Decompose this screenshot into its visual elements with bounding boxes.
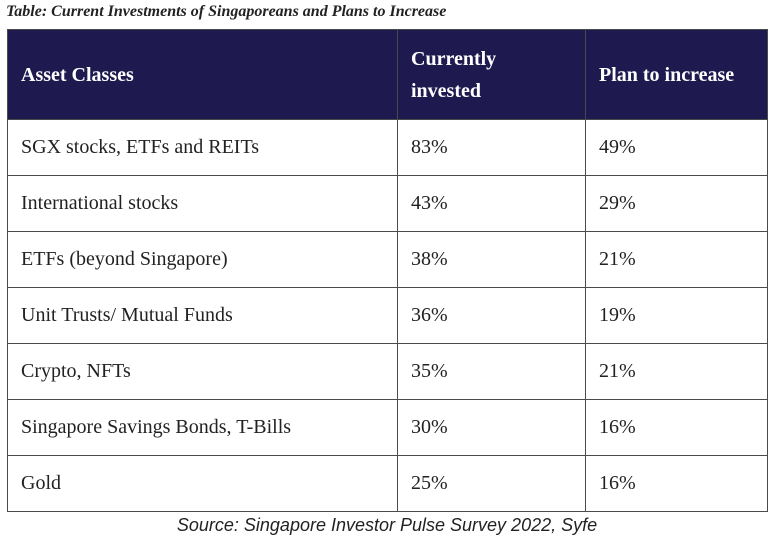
source-note: Source: Singapore Investor Pulse Survey … [176,515,598,535]
current-cell: 30% [397,399,586,456]
asset-cell: ETFs (beyond Singapore) [7,231,398,288]
plan-cell: 19% [585,287,768,344]
header-currently-invested: Currently invested [397,29,586,120]
plan-cell: 29% [585,175,768,232]
plan-cell: 21% [585,343,768,400]
current-cell: 25% [397,455,586,512]
plan-cell: 21% [585,231,768,288]
asset-cell: Unit Trusts/ Mutual Funds [7,287,398,344]
table-row: Gold 25% 16% [7,455,768,512]
table-row: SGX stocks, ETFs and REITs 83% 49% [7,119,768,176]
asset-cell: SGX stocks, ETFs and REITs [7,119,398,176]
header-asset-classes: Asset Classes [7,29,398,120]
current-cell: 36% [397,287,586,344]
current-cell: 35% [397,343,586,400]
header-currently-invested-line1: Currently [411,47,497,70]
table-header-row: Asset Classes Currently invested Plan to… [7,29,768,120]
table-row: Unit Trusts/ Mutual Funds 36% 19% [7,287,768,344]
header-currently-invested-line2: invested [411,79,481,102]
plan-cell: 49% [585,119,768,176]
table-row: International stocks 43% 29% [7,175,768,232]
asset-cell: Singapore Savings Bonds, T-Bills [7,399,398,456]
table-row: Singapore Savings Bonds, T-Bills 30% 16% [7,399,768,456]
table-row: Crypto, NFTs 35% 21% [7,343,768,400]
asset-cell: Crypto, NFTs [7,343,398,400]
current-cell: 83% [397,119,586,176]
table-caption: Table: Current Investments of Singaporea… [6,3,447,20]
asset-cell: Gold [7,455,398,512]
header-plan-to-increase: Plan to increase [585,29,768,120]
plan-cell: 16% [585,455,768,512]
current-cell: 43% [397,175,586,232]
current-cell: 38% [397,231,586,288]
table-row: ETFs (beyond Singapore) 38% 21% [7,231,768,288]
investments-table: Asset Classes Currently invested Plan to… [7,29,768,512]
plan-cell: 16% [585,399,768,456]
asset-cell: International stocks [7,175,398,232]
